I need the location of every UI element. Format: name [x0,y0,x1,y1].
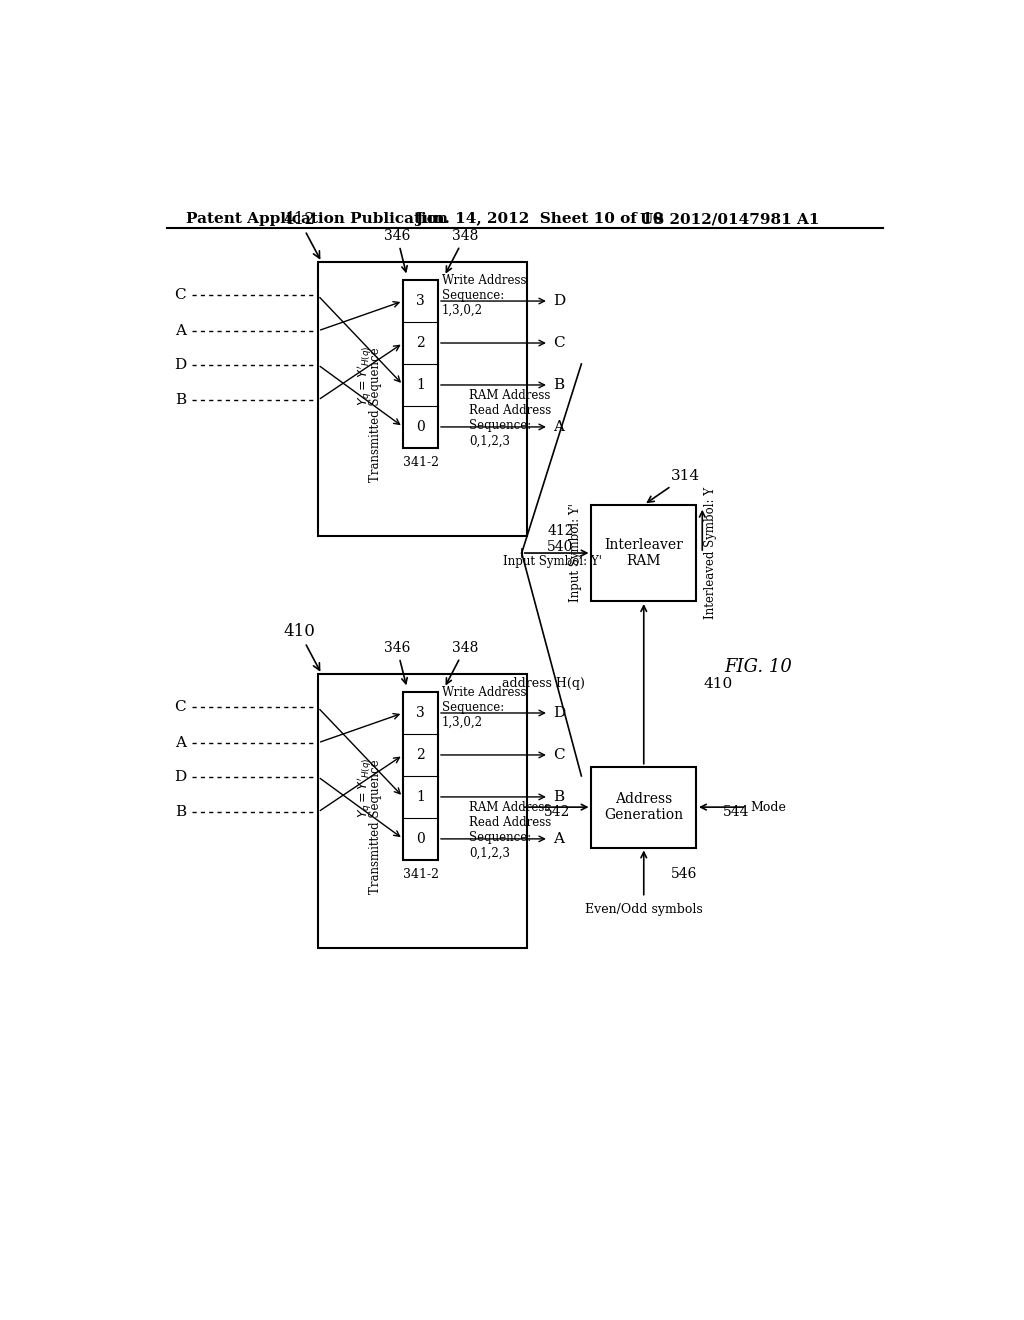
Text: 348: 348 [446,230,478,272]
Text: $Y_q=Y'_{H(q)}$: $Y_q=Y'_{H(q)}$ [355,346,374,407]
Text: Even/Odd symbols: Even/Odd symbols [585,903,702,916]
Text: 412: 412 [547,524,573,539]
Text: 3: 3 [416,294,425,308]
Text: 1: 1 [416,378,425,392]
Bar [592,506,696,601]
Text: Address
Generation: Address Generation [604,792,683,822]
Text: 2: 2 [416,337,425,350]
Text: 544: 544 [723,805,750,818]
Text: Interleaved Symbol: Y: Interleaved Symbol: Y [703,487,717,619]
Text: address H(q): address H(q) [503,677,586,690]
Text: RAM Address
Read Address
Sequence:
0,1,2,3: RAM Address Read Address Sequence: 0,1,2… [469,801,551,859]
Text: Jun. 14, 2012  Sheet 10 of 10: Jun. 14, 2012 Sheet 10 of 10 [415,213,664,226]
Text: D: D [553,706,565,719]
Bar [403,280,438,447]
Text: Input Symbol: Y': Input Symbol: Y' [569,504,583,602]
Text: C: C [174,701,186,714]
Bar [592,767,696,847]
Text: 412: 412 [283,211,319,259]
Text: C: C [553,337,564,350]
Text: B: B [175,393,186,407]
Text: D: D [174,358,186,372]
Text: B: B [553,378,564,392]
Text: Write Address
Sequence:
1,3,0,2: Write Address Sequence: 1,3,0,2 [442,686,526,729]
Text: Interleaver
RAM: Interleaver RAM [604,539,683,568]
Text: 346: 346 [384,642,411,684]
Text: 341-2: 341-2 [402,867,438,880]
Text: 346: 346 [384,230,411,272]
Text: 1: 1 [416,789,425,804]
Text: A: A [553,420,563,434]
Text: C: C [174,289,186,302]
Text: 542: 542 [544,805,569,818]
Text: 546: 546 [671,867,697,882]
Text: RAM Address
Read Address
Sequence:
0,1,2,3: RAM Address Read Address Sequence: 0,1,2… [469,389,551,447]
Text: 341-2: 341-2 [402,455,438,469]
Text: Transmitted Sequence: Transmitted Sequence [370,347,383,482]
Bar [317,263,527,536]
Bar [317,675,527,948]
Text: 314: 314 [647,470,700,503]
Text: US 2012/0147981 A1: US 2012/0147981 A1 [640,213,819,226]
Text: D: D [174,770,186,784]
Text: Write Address
Sequence:
1,3,0,2: Write Address Sequence: 1,3,0,2 [442,275,526,317]
Bar [403,692,438,859]
Text: 0: 0 [416,832,425,846]
Text: A: A [553,832,563,846]
Text: Input Symbol: Y': Input Symbol: Y' [503,556,602,569]
Text: $Y_q=Y'_{H(q)}$: $Y_q=Y'_{H(q)}$ [355,758,374,818]
Text: Patent Application Publication: Patent Application Publication [186,213,449,226]
Text: 0: 0 [416,420,425,434]
Text: 410: 410 [703,677,733,690]
Text: 410: 410 [283,623,319,671]
Text: C: C [553,748,564,762]
Text: 540: 540 [547,540,573,554]
Text: A: A [175,735,186,750]
Text: B: B [553,789,564,804]
Text: 2: 2 [416,748,425,762]
Text: B: B [175,805,186,820]
Text: 3: 3 [416,706,425,719]
Text: Mode: Mode [751,801,786,813]
Text: FIG. 10: FIG. 10 [725,657,793,676]
Text: Transmitted Sequence: Transmitted Sequence [370,759,383,894]
Text: 348: 348 [446,642,478,684]
Text: D: D [553,294,565,308]
Text: A: A [175,323,186,338]
